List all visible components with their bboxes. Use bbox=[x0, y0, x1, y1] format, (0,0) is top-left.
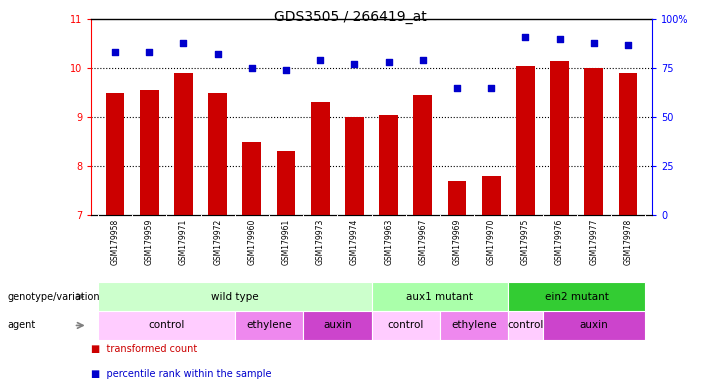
Bar bbox=[106, 93, 125, 215]
Bar bbox=[243, 142, 261, 215]
Point bbox=[588, 40, 599, 46]
Point bbox=[520, 34, 531, 40]
Text: GSM179972: GSM179972 bbox=[213, 218, 222, 265]
Point bbox=[144, 50, 155, 56]
Bar bbox=[448, 181, 466, 215]
Bar bbox=[303, 311, 372, 340]
Text: GSM179970: GSM179970 bbox=[486, 218, 496, 265]
Point bbox=[349, 61, 360, 67]
Point bbox=[246, 65, 257, 71]
Text: control: control bbox=[148, 320, 184, 331]
Bar bbox=[345, 117, 364, 215]
Point bbox=[109, 50, 121, 56]
Bar bbox=[414, 95, 433, 215]
Text: GSM179958: GSM179958 bbox=[111, 218, 120, 265]
Point bbox=[280, 67, 292, 73]
Bar bbox=[277, 151, 295, 215]
Bar bbox=[98, 282, 372, 311]
Bar bbox=[516, 66, 535, 215]
Text: ■  transformed count: ■ transformed count bbox=[91, 344, 198, 354]
Text: GSM179977: GSM179977 bbox=[590, 218, 598, 265]
Point bbox=[554, 36, 565, 42]
Bar bbox=[372, 311, 440, 340]
Bar bbox=[508, 311, 543, 340]
Bar bbox=[174, 73, 193, 215]
Point bbox=[383, 59, 394, 65]
Point bbox=[212, 51, 223, 58]
Text: GSM179967: GSM179967 bbox=[418, 218, 428, 265]
Bar bbox=[311, 103, 329, 215]
Point bbox=[417, 57, 428, 63]
Text: GSM179969: GSM179969 bbox=[453, 218, 461, 265]
Bar bbox=[618, 73, 637, 215]
Text: GSM179973: GSM179973 bbox=[315, 218, 325, 265]
Text: wild type: wild type bbox=[211, 291, 259, 302]
Text: control: control bbox=[388, 320, 424, 331]
Text: agent: agent bbox=[7, 320, 35, 331]
Point bbox=[622, 41, 634, 48]
Bar bbox=[379, 115, 398, 215]
Text: GSM179959: GSM179959 bbox=[145, 218, 154, 265]
Text: ethylene: ethylene bbox=[246, 320, 292, 331]
Bar bbox=[140, 90, 158, 215]
Bar bbox=[208, 93, 227, 215]
Text: control: control bbox=[508, 320, 543, 331]
Point bbox=[451, 85, 463, 91]
Text: GSM179971: GSM179971 bbox=[179, 218, 188, 265]
Bar bbox=[543, 311, 645, 340]
Bar bbox=[550, 61, 569, 215]
Text: GSM179960: GSM179960 bbox=[247, 218, 257, 265]
Text: GSM179978: GSM179978 bbox=[623, 218, 632, 265]
Text: GDS3505 / 266419_at: GDS3505 / 266419_at bbox=[274, 10, 427, 23]
Bar bbox=[440, 311, 508, 340]
Bar bbox=[585, 68, 603, 215]
Point bbox=[315, 57, 326, 63]
Bar bbox=[98, 311, 235, 340]
Text: auxin: auxin bbox=[580, 320, 608, 331]
Bar bbox=[482, 176, 501, 215]
Bar bbox=[235, 311, 303, 340]
Text: GSM179963: GSM179963 bbox=[384, 218, 393, 265]
Text: GSM179961: GSM179961 bbox=[282, 218, 290, 265]
Text: GSM179975: GSM179975 bbox=[521, 218, 530, 265]
Text: ein2 mutant: ein2 mutant bbox=[545, 291, 608, 302]
Point bbox=[486, 85, 497, 91]
Bar bbox=[508, 282, 645, 311]
Text: GSM179976: GSM179976 bbox=[555, 218, 564, 265]
Point bbox=[178, 40, 189, 46]
Text: genotype/variation: genotype/variation bbox=[7, 291, 100, 302]
Text: ■  percentile rank within the sample: ■ percentile rank within the sample bbox=[91, 369, 271, 379]
Text: ethylene: ethylene bbox=[451, 320, 497, 331]
Text: GSM179974: GSM179974 bbox=[350, 218, 359, 265]
Text: aux1 mutant: aux1 mutant bbox=[407, 291, 473, 302]
Bar bbox=[372, 282, 508, 311]
Text: auxin: auxin bbox=[323, 320, 352, 331]
